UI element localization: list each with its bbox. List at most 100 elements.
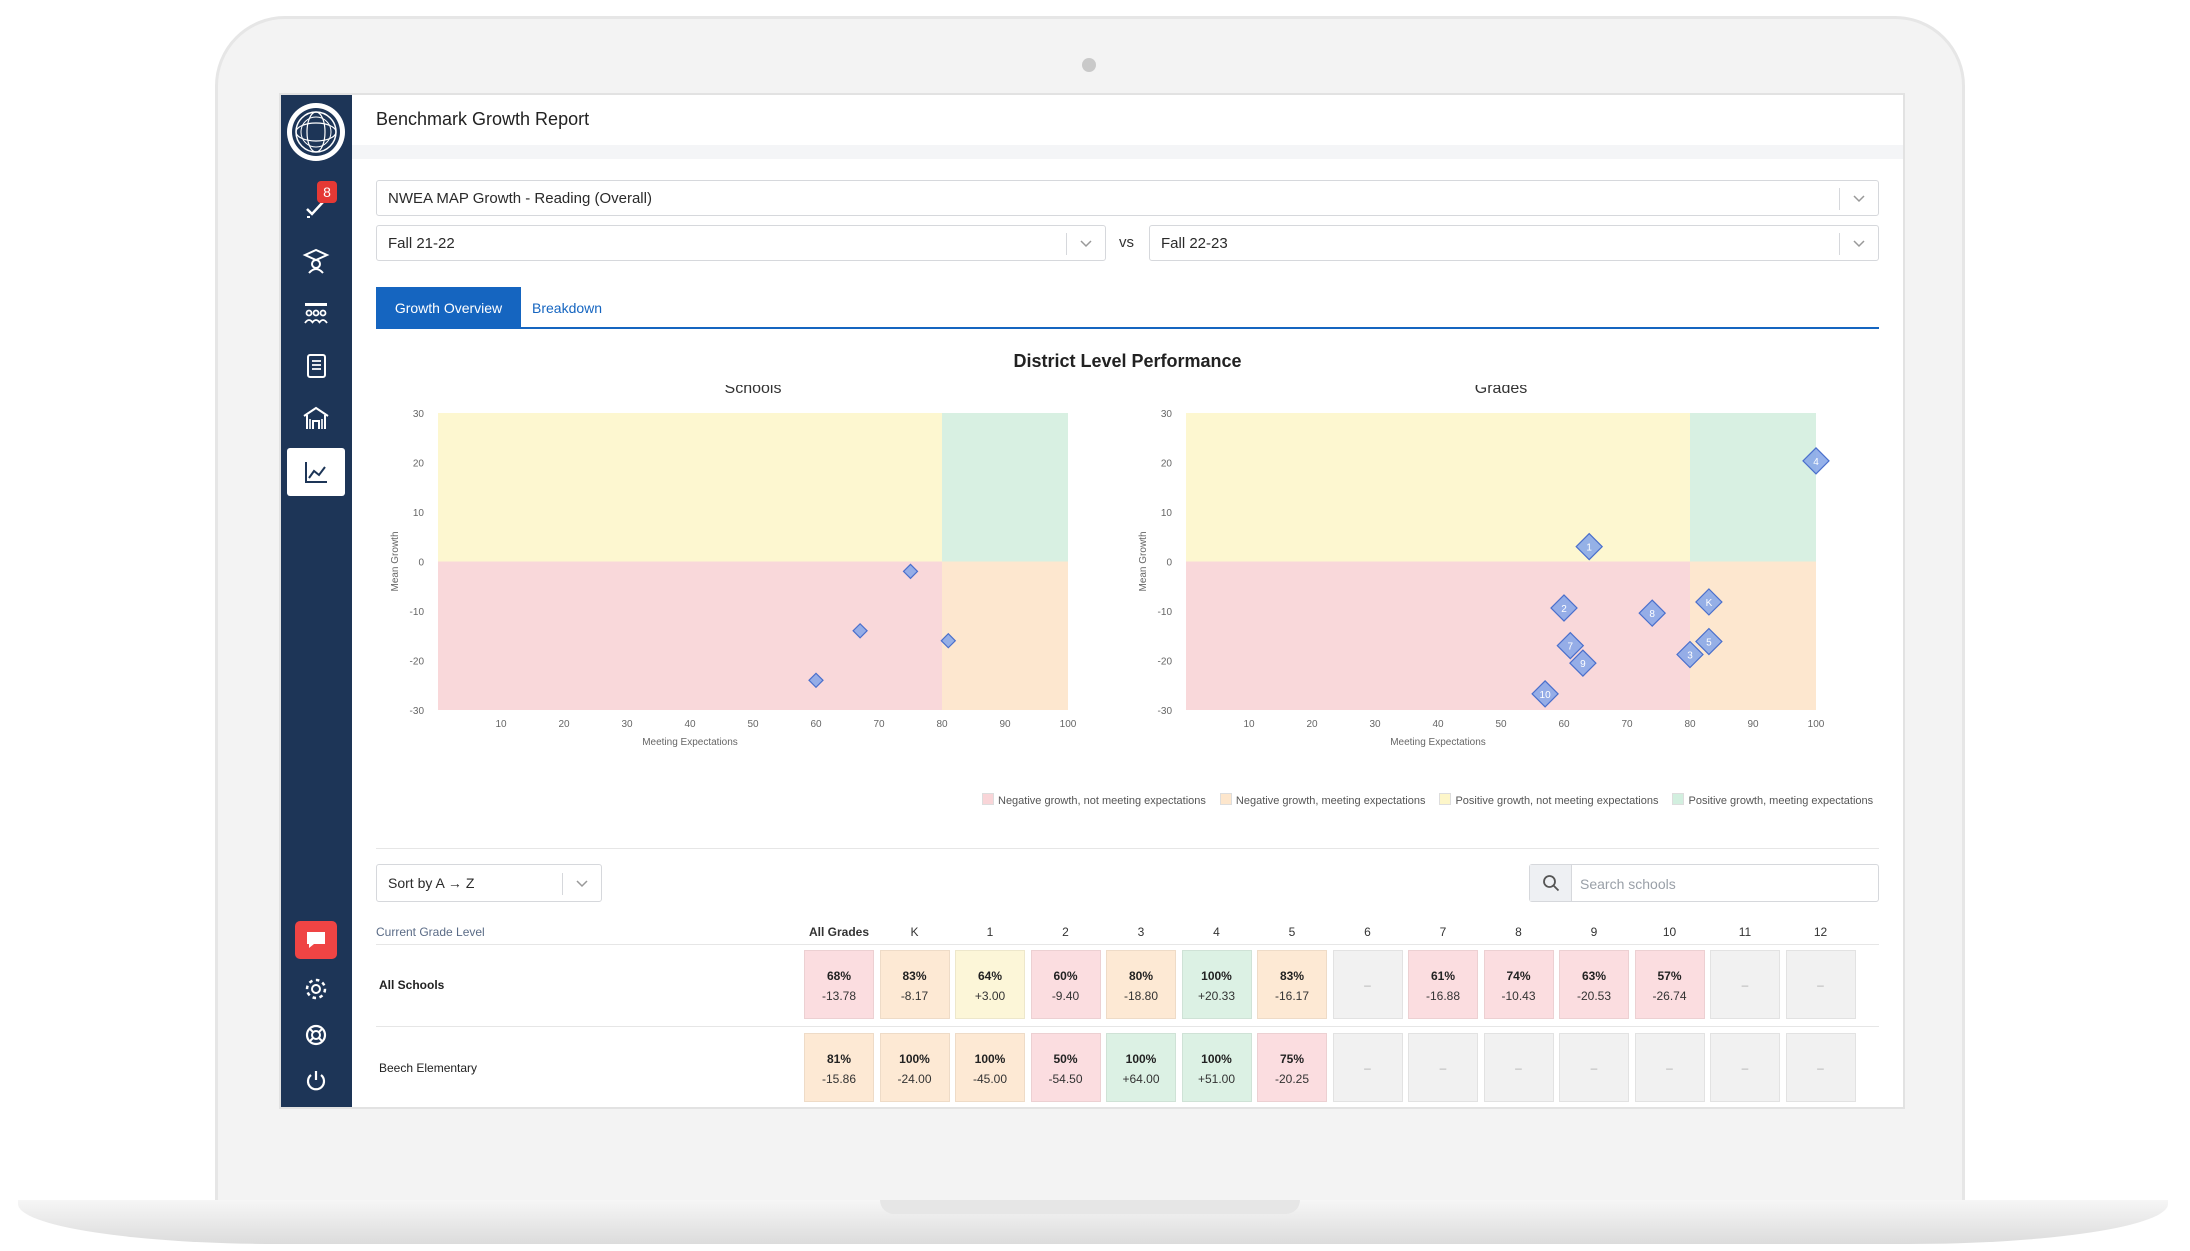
cell-empty: –: [1666, 1061, 1673, 1075]
y-tick-label: 10: [413, 508, 425, 519]
grade-column-header: 6: [1364, 925, 1371, 939]
grade-cell[interactable]: –: [1559, 1033, 1629, 1102]
data-point-label: K: [1706, 598, 1713, 609]
x-tick-label: 50: [1495, 719, 1507, 730]
classroom-icon[interactable]: [295, 292, 337, 334]
grade-column-header: 7: [1439, 925, 1447, 939]
y-tick-label: 30: [413, 409, 425, 420]
assessment-value: NWEA MAP Growth - Reading (Overall): [388, 190, 652, 207]
to-term-value: Fall 22-23: [1161, 235, 1228, 252]
data-point-label: 7: [1568, 642, 1574, 653]
x-axis-label: Meeting Expectations: [642, 737, 738, 748]
cell-empty: –: [1741, 978, 1749, 992]
grade-cell[interactable]: –: [1785, 1033, 1856, 1102]
table-row-line: [376, 1026, 1879, 1027]
data-point-label: 10: [1540, 690, 1552, 701]
grade-cell[interactable]: 83% -8.17: [879, 950, 950, 1019]
grade-cell[interactable]: 100% -45.00: [955, 1033, 1025, 1102]
school-row-label[interactable]: All Schools: [379, 978, 445, 992]
cell-empty: –: [1515, 1061, 1522, 1075]
cell-growth: +20.33: [1197, 989, 1236, 1003]
grade-cell[interactable]: –: [1332, 950, 1403, 1019]
to-term-select[interactable]: Fall 22-23: [1149, 225, 1879, 261]
school-building-icon[interactable]: [295, 397, 337, 439]
grade-column-header: 11: [1738, 925, 1752, 939]
from-term-value: Fall 21-22: [388, 235, 455, 252]
quadrant-positive-meeting: [1690, 413, 1816, 562]
grade-cell[interactable]: –: [1332, 1033, 1403, 1102]
grade-column-header: 1: [986, 925, 994, 939]
grade-cell[interactable]: 68% -13.78: [804, 950, 874, 1019]
data-point-label: 1: [1586, 543, 1592, 554]
grade-cell[interactable]: 80% -18.80: [1106, 950, 1176, 1019]
grade-cell[interactable]: 100% -24.00: [879, 1033, 950, 1102]
sidebar: 8: [281, 95, 352, 1107]
grade-cell[interactable]: 100% +64.00: [1106, 1033, 1176, 1102]
grade-cell[interactable]: –: [1710, 1033, 1780, 1102]
x-tick-label: 40: [1432, 719, 1444, 730]
data-point: [1676, 640, 1704, 669]
cell-percent: 61%: [1430, 969, 1456, 983]
assessment-select[interactable]: NWEA MAP Growth - Reading (Overall): [376, 180, 1879, 216]
grade-cell[interactable]: 81% -15.86: [804, 1033, 874, 1102]
grade-cell[interactable]: –: [1483, 1033, 1554, 1102]
select-separator: [1066, 233, 1067, 255]
grade-cell[interactable]: 74% -10.43: [1483, 950, 1554, 1019]
school-row-label[interactable]: Beech Elementary: [379, 1061, 478, 1075]
search-input[interactable]: [1578, 871, 1872, 897]
y-tick-label: 10: [1161, 508, 1173, 519]
data-point: [940, 632, 957, 649]
quadrant-negative-meeting: [942, 561, 1068, 710]
help-lifebuoy-icon[interactable]: [295, 1014, 337, 1056]
tab-growth-overview[interactable]: Growth Overview: [376, 287, 521, 329]
grade-cell[interactable]: 60% -9.40: [1030, 950, 1101, 1019]
cell-percent: 80%: [1128, 969, 1154, 983]
power-icon[interactable]: [295, 1060, 337, 1102]
x-tick-label: 10: [495, 719, 507, 730]
grade-column-header: All Grades: [808, 925, 870, 939]
grade-cell[interactable]: 64% +3.00: [955, 950, 1025, 1019]
cell-growth: -8.17: [900, 989, 929, 1003]
grade-column-header: 8: [1515, 925, 1522, 939]
logo[interactable]: [287, 103, 345, 161]
quadrant-negative-not-meeting: [438, 561, 942, 710]
grade-cell[interactable]: 75% -20.25: [1257, 1033, 1327, 1102]
sort-select[interactable]: Sort by A → Z: [376, 864, 602, 902]
tasks-icon[interactable]: [295, 187, 337, 229]
data-point: [1575, 532, 1604, 561]
legend-item: Positive growth, not meeting expectation…: [1439, 793, 1658, 807]
grade-cell[interactable]: 63% -20.53: [1559, 950, 1629, 1019]
cell-percent: 63%: [1581, 969, 1607, 983]
grade-cell[interactable]: –: [1710, 950, 1780, 1019]
cell-percent: 68%: [826, 969, 852, 983]
grade-cell[interactable]: 50% -54.50: [1030, 1033, 1101, 1102]
cell-percent: 50%: [1053, 1052, 1078, 1066]
grade-column-header: K: [910, 925, 919, 939]
from-term-select[interactable]: Fall 21-22: [376, 225, 1106, 261]
book-icon[interactable]: [295, 345, 337, 387]
cell-percent: 57%: [1657, 969, 1682, 983]
grade-cell[interactable]: –: [1408, 1033, 1478, 1102]
grade-cell[interactable]: 83% -16.17: [1257, 950, 1327, 1019]
search-button[interactable]: [1530, 865, 1572, 901]
grade-cell[interactable]: 100% +51.00: [1181, 1033, 1252, 1102]
x-tick-label: 10: [1243, 719, 1255, 730]
y-tick-label: 20: [413, 459, 425, 470]
main-content: Benchmark Growth Report NWEA MAP Growth …: [352, 95, 1903, 1107]
cell-growth: -15.86: [821, 1072, 857, 1086]
grade-cell[interactable]: 100% +20.33: [1181, 950, 1252, 1019]
tasks-badge: 8: [317, 181, 337, 203]
gear-icon[interactable]: [295, 968, 337, 1010]
grade-cell[interactable]: –: [1785, 950, 1856, 1019]
data-point: [1531, 680, 1559, 708]
grade-cell[interactable]: –: [1634, 1033, 1705, 1102]
reports-chart-icon[interactable]: [295, 451, 337, 493]
graduate-icon[interactable]: [295, 240, 337, 282]
search-icon: [1542, 875, 1559, 892]
chat-button[interactable]: [295, 921, 337, 959]
legend-swatch: [1439, 793, 1452, 805]
cell-growth: -13.78: [821, 989, 857, 1003]
grade-cell[interactable]: 61% -16.88: [1408, 950, 1478, 1019]
tab-breakdown[interactable]: Breakdown: [532, 300, 603, 316]
grade-cell[interactable]: 57% -26.74: [1634, 950, 1705, 1019]
